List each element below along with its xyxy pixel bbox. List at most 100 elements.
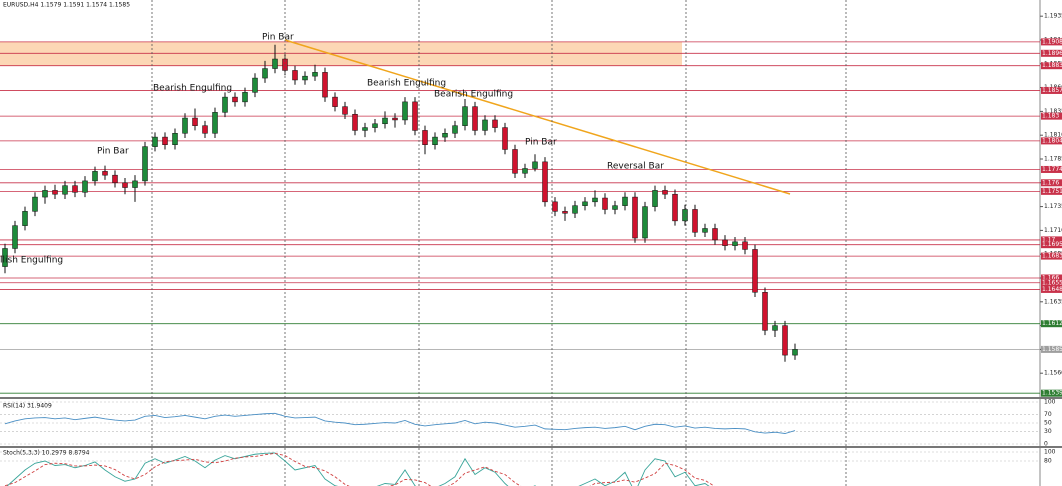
candle-body bbox=[552, 201, 558, 212]
level-tag bbox=[1041, 320, 1062, 328]
candle-body bbox=[572, 205, 578, 214]
stoch-tick-label: 100 bbox=[1044, 449, 1056, 456]
rsi-line bbox=[4, 412, 796, 434]
candle-body bbox=[772, 325, 778, 331]
level-label: 1.1804 bbox=[1042, 137, 1062, 144]
y-tick-label: 1.1785 bbox=[1044, 155, 1062, 162]
candle-body bbox=[62, 185, 68, 195]
candle-body bbox=[432, 136, 438, 145]
level-label: 1.1683 bbox=[1042, 253, 1062, 260]
candle-body bbox=[702, 228, 708, 233]
y-tick-label: 1.1810 bbox=[1044, 132, 1062, 139]
candle-body bbox=[122, 182, 128, 188]
candle-body bbox=[622, 196, 628, 206]
candle-body bbox=[222, 96, 228, 113]
rsi-tick-label: 50 bbox=[1044, 420, 1052, 427]
candle-body bbox=[92, 171, 98, 182]
candle-body bbox=[502, 127, 508, 150]
level-label: 1.1585 bbox=[1042, 346, 1062, 353]
candle-body bbox=[392, 117, 398, 121]
level-label: 1.1896 bbox=[1042, 50, 1062, 57]
level-tag bbox=[1041, 236, 1062, 244]
chart-title: EURUSD,H4 1.1579 1.1591 1.1574 1.1585 bbox=[3, 2, 130, 9]
candle-body bbox=[422, 130, 428, 145]
candle-body bbox=[372, 123, 378, 128]
level-tag bbox=[1041, 49, 1062, 57]
candle-body bbox=[112, 174, 118, 184]
level-tag bbox=[1041, 112, 1062, 120]
level-tag bbox=[1041, 165, 1062, 173]
candle-body bbox=[352, 113, 358, 131]
rsi-tick-label: 70 bbox=[1044, 411, 1052, 418]
level-label: 1.1648 bbox=[1042, 286, 1062, 293]
candle-body bbox=[522, 168, 528, 174]
pattern-label: Bearish Engulfing bbox=[367, 79, 446, 89]
candle-body bbox=[152, 136, 158, 147]
level-label: 1.166 bbox=[1042, 274, 1059, 281]
level-tag bbox=[1041, 274, 1062, 282]
pattern-label: Bearish Engulfing bbox=[153, 84, 232, 94]
candle-body bbox=[172, 133, 178, 145]
rsi-tick-label: 100 bbox=[1044, 399, 1056, 406]
candle-body bbox=[492, 119, 498, 128]
candle-body bbox=[292, 70, 298, 81]
rsi-tick-label: 0 bbox=[1044, 441, 1048, 448]
candle-body bbox=[582, 201, 588, 206]
candle-body bbox=[612, 205, 618, 210]
candle-body bbox=[12, 225, 18, 249]
candle-body bbox=[132, 180, 138, 188]
supply-zone bbox=[0, 41, 682, 66]
candle-body bbox=[312, 72, 318, 77]
candle-body bbox=[742, 241, 748, 250]
level-label: 1.1695 bbox=[1042, 241, 1062, 248]
rsi-tick-label: 30 bbox=[1044, 428, 1052, 435]
candle-body bbox=[782, 325, 788, 356]
candle-body bbox=[402, 101, 408, 121]
candle-body bbox=[212, 112, 218, 134]
pattern-label: Pin Bar bbox=[262, 33, 294, 43]
candle-body bbox=[442, 133, 448, 138]
candle-body bbox=[342, 106, 348, 115]
candle-body bbox=[322, 72, 328, 98]
candle-body bbox=[82, 180, 88, 193]
pattern-label: llish Engulfing bbox=[0, 256, 63, 266]
plot-area: Pin Bar Bearish Engulfing Bearish Engulfin… bbox=[0, 33, 1040, 394]
candle-body bbox=[602, 197, 608, 210]
level-tag bbox=[1041, 285, 1062, 293]
level-label: 1.1774 bbox=[1042, 166, 1062, 173]
level-tag bbox=[1041, 137, 1062, 145]
candle-body bbox=[22, 211, 28, 226]
y-tick-label: 1.1560 bbox=[1044, 370, 1062, 377]
candle-body bbox=[542, 161, 548, 203]
level-label: 1.1539 bbox=[1042, 390, 1062, 397]
level-label: 1.17 bbox=[1042, 236, 1056, 243]
candle-body bbox=[752, 249, 758, 293]
candle-body bbox=[722, 239, 728, 246]
level-label: 1.1751 bbox=[1042, 188, 1062, 195]
level-tag bbox=[1041, 179, 1062, 187]
level-tag bbox=[1041, 279, 1062, 287]
y-tick-label: 1.1735 bbox=[1044, 203, 1062, 210]
candle-body bbox=[532, 161, 538, 169]
candle-body bbox=[512, 149, 518, 174]
candle-body bbox=[692, 209, 698, 233]
level-tag bbox=[1041, 389, 1062, 397]
candle-body bbox=[182, 117, 188, 134]
trendline bbox=[284, 39, 791, 195]
candle-body bbox=[562, 211, 568, 214]
y-tick-label: 1.1835 bbox=[1044, 108, 1062, 115]
level-tag bbox=[1041, 38, 1062, 46]
candle-body bbox=[272, 58, 278, 69]
stoch-area bbox=[0, 451, 1040, 486]
candle-body bbox=[142, 146, 148, 182]
candle-body bbox=[592, 197, 598, 203]
rsi-label: RSI(14) 31.9409 bbox=[3, 403, 52, 410]
level-tag bbox=[1041, 86, 1062, 94]
pattern-label: Pin Bar bbox=[97, 147, 129, 157]
level-tag bbox=[1041, 62, 1062, 70]
candle-body bbox=[52, 190, 58, 195]
candle-body bbox=[792, 349, 798, 356]
candle-body bbox=[302, 75, 308, 81]
level-label: 1.183 bbox=[1042, 113, 1059, 120]
